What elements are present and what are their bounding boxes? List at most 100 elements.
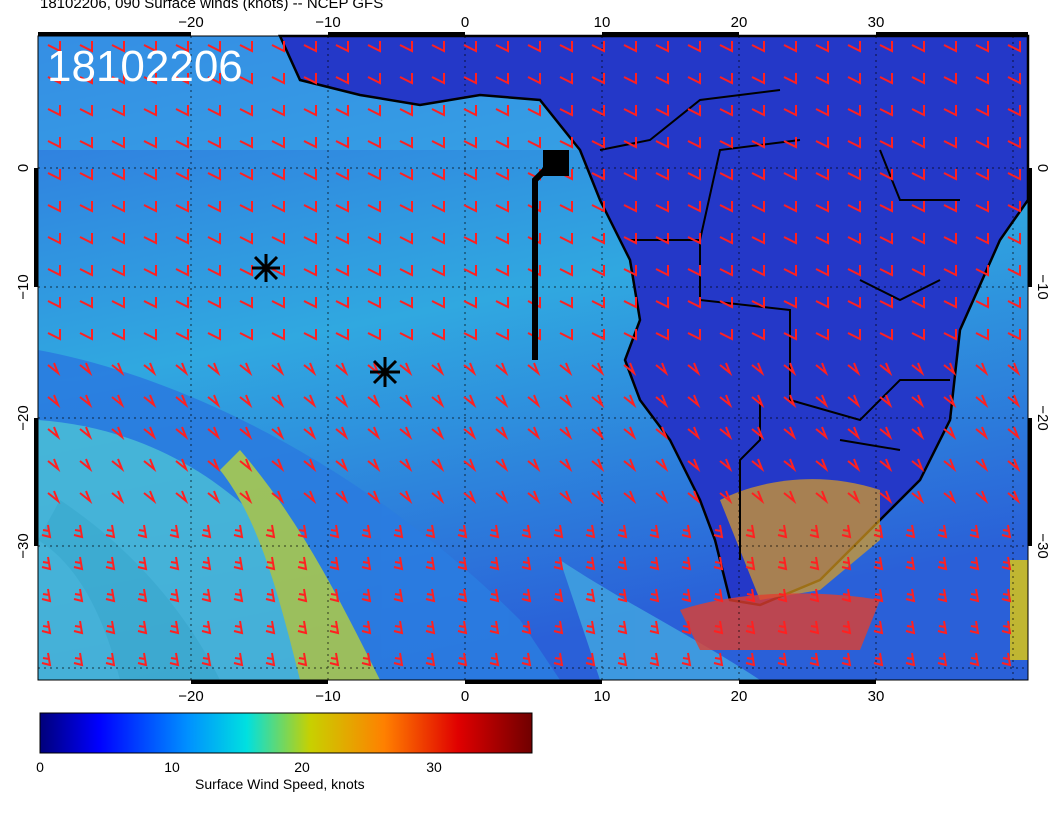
wind-barb bbox=[175, 297, 189, 309]
wind-barb bbox=[105, 652, 116, 667]
wind-barb bbox=[47, 169, 61, 181]
wind-barb bbox=[873, 620, 884, 635]
wind-barb bbox=[367, 329, 381, 341]
wind-barb bbox=[751, 169, 765, 181]
wind-barb bbox=[777, 588, 788, 603]
wind-barb bbox=[623, 201, 637, 213]
wind-barb bbox=[207, 297, 221, 309]
wind-barb bbox=[207, 329, 221, 341]
wind-barb bbox=[681, 588, 692, 603]
africa-landmass bbox=[278, 34, 1030, 607]
wind-barb bbox=[239, 233, 253, 245]
wind-barb bbox=[47, 233, 61, 245]
wind-barb bbox=[623, 137, 637, 149]
wind-barb bbox=[73, 588, 84, 603]
wind-barb bbox=[1007, 41, 1021, 53]
wind-barb bbox=[527, 426, 541, 441]
wind-barb bbox=[585, 652, 596, 667]
wind-barb bbox=[207, 169, 221, 181]
wind-barb bbox=[687, 105, 701, 117]
wind-barb bbox=[367, 137, 381, 149]
wind-barb bbox=[559, 41, 573, 53]
wind-barb bbox=[143, 201, 157, 213]
wind-barb bbox=[623, 73, 637, 85]
wind-barb bbox=[79, 233, 93, 245]
wind-barb bbox=[559, 265, 573, 277]
wind-barb bbox=[457, 620, 468, 635]
wind-barb bbox=[911, 362, 925, 377]
wind-barb bbox=[815, 169, 829, 181]
wind-barb bbox=[815, 362, 829, 377]
wind-barb bbox=[175, 41, 189, 53]
wind-barb bbox=[975, 105, 989, 117]
wind-barb bbox=[719, 41, 733, 53]
wind-barb bbox=[431, 458, 445, 473]
wind-barb bbox=[111, 458, 125, 473]
wind-barb bbox=[559, 233, 573, 245]
wind-barb bbox=[751, 41, 765, 53]
wind-barb bbox=[649, 588, 660, 603]
wind-barb bbox=[431, 297, 445, 309]
wind-barb bbox=[879, 73, 893, 85]
wind-barb bbox=[367, 201, 381, 213]
wind-barb bbox=[1001, 556, 1012, 571]
wind-barb bbox=[367, 73, 381, 85]
wind-barb bbox=[201, 524, 212, 539]
wind-barb bbox=[687, 265, 701, 277]
wind-barb bbox=[335, 73, 349, 85]
wind-barb bbox=[489, 556, 500, 571]
wind-barb bbox=[79, 73, 93, 85]
wind-barb bbox=[399, 41, 413, 53]
wind-barb bbox=[527, 41, 541, 53]
wind-barb bbox=[399, 73, 413, 85]
wind-barb bbox=[719, 73, 733, 85]
wind-barb bbox=[335, 490, 349, 505]
wind-barb bbox=[751, 490, 765, 505]
lat-label-left: 0 bbox=[15, 164, 32, 172]
wind-barb bbox=[1007, 137, 1021, 149]
wind-barb bbox=[879, 137, 893, 149]
wind-barb bbox=[297, 588, 308, 603]
wind-barb bbox=[655, 426, 669, 441]
wind-barb bbox=[111, 490, 125, 505]
wind-barb bbox=[559, 458, 573, 473]
wind-barb bbox=[495, 329, 509, 341]
wind-barb bbox=[745, 524, 756, 539]
wind-barb bbox=[335, 362, 349, 377]
wind-barb bbox=[623, 329, 637, 341]
wind-barb bbox=[847, 265, 861, 277]
wind-barb bbox=[111, 169, 125, 181]
wind-barb bbox=[207, 426, 221, 441]
wind-barb bbox=[815, 458, 829, 473]
wind-barb bbox=[847, 137, 861, 149]
wind-barb bbox=[303, 362, 317, 377]
wind-barb bbox=[47, 265, 61, 277]
wind-barb bbox=[687, 458, 701, 473]
wind-barb bbox=[943, 394, 957, 409]
wind-barb bbox=[751, 201, 765, 213]
wind-barb bbox=[649, 620, 660, 635]
wind-barb bbox=[79, 41, 93, 53]
wind-barb bbox=[335, 265, 349, 277]
wind-barb bbox=[969, 652, 980, 667]
wind-barb bbox=[815, 137, 829, 149]
wind-barb bbox=[457, 524, 468, 539]
wind-barb bbox=[425, 556, 436, 571]
wind-barb bbox=[751, 426, 765, 441]
wind-barb bbox=[1007, 105, 1021, 117]
wind-barb bbox=[623, 458, 637, 473]
wind-barb bbox=[367, 458, 381, 473]
wind-barb bbox=[303, 490, 317, 505]
wind-barb bbox=[169, 556, 180, 571]
wind-barb bbox=[303, 201, 317, 213]
wind-barb bbox=[783, 73, 797, 85]
wind-barb bbox=[975, 394, 989, 409]
wind-barb bbox=[175, 426, 189, 441]
wind-barb bbox=[47, 201, 61, 213]
wind-barb bbox=[815, 426, 829, 441]
wind-barb bbox=[943, 73, 957, 85]
wind-barb bbox=[559, 490, 573, 505]
wind-barb bbox=[463, 265, 477, 277]
southern-africa-winds bbox=[720, 479, 880, 600]
wind-barb bbox=[399, 458, 413, 473]
